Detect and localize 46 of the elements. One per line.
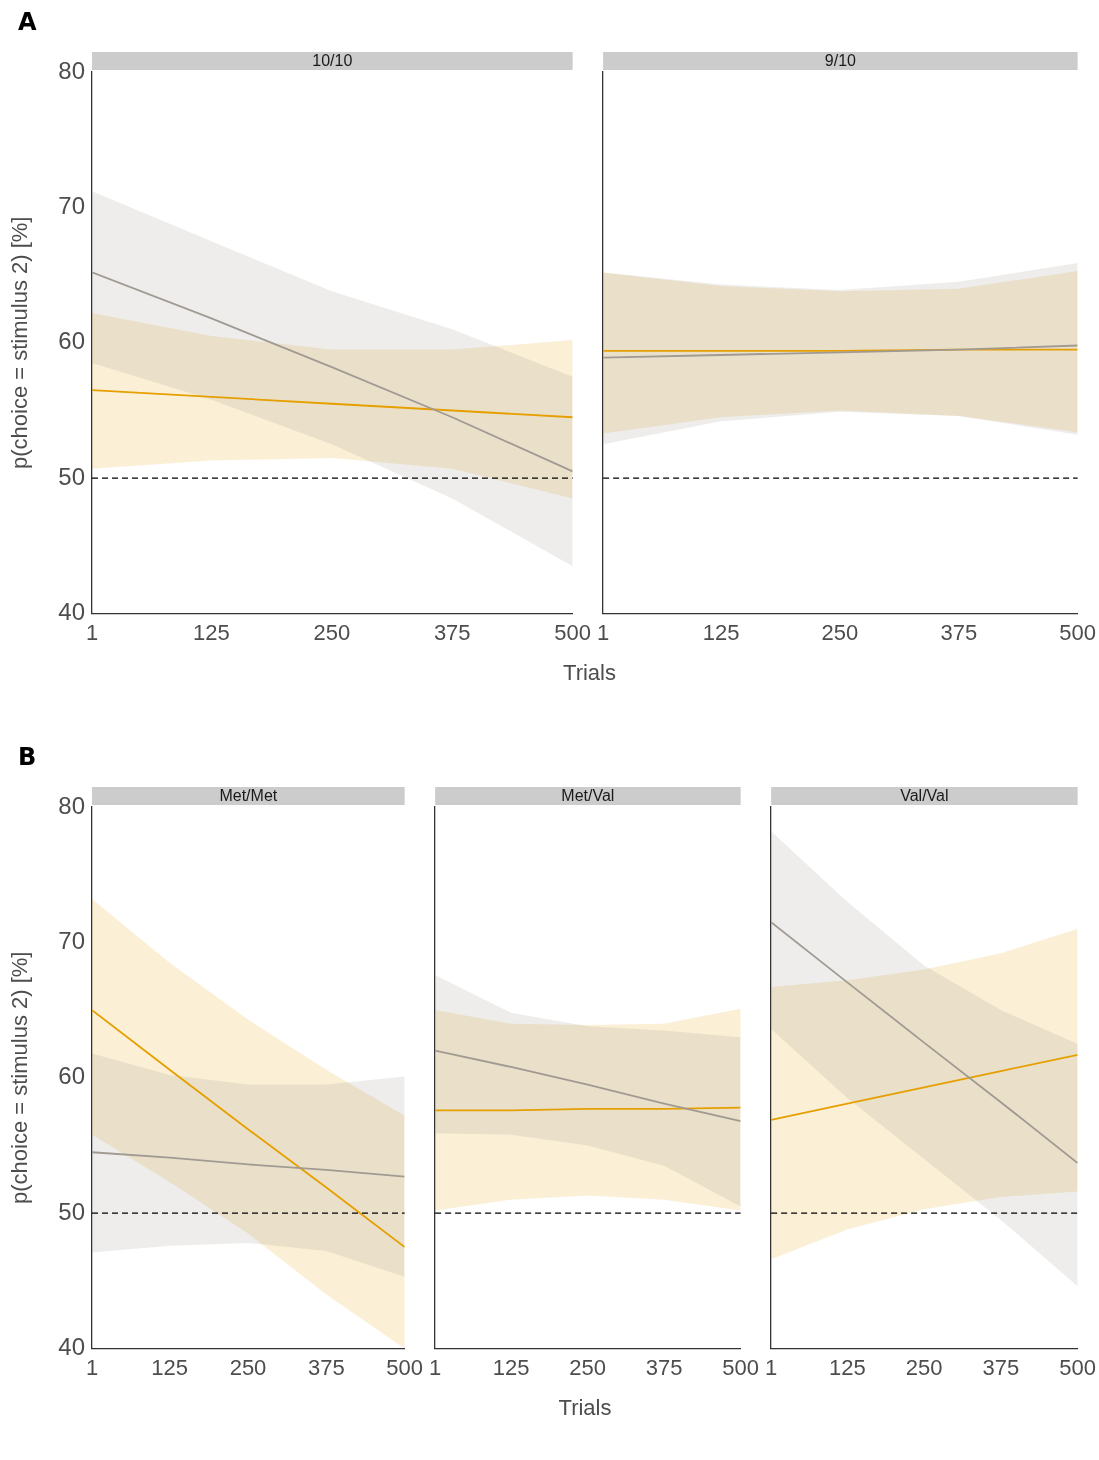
- x-tick-label: 375: [982, 1354, 1020, 1380]
- x-axis-title: Trials: [562, 660, 617, 686]
- y-axis-title: p(choice = stimulus 2) [%]: [7, 951, 33, 1205]
- y-tick-label: 40: [58, 598, 85, 626]
- x-tick-label: 125: [151, 1354, 189, 1380]
- y-tick-label: 80: [58, 56, 85, 84]
- x-tick-label: 250: [821, 619, 859, 645]
- x-tick-label: 125: [828, 1354, 866, 1380]
- y-tick-label: 60: [58, 1062, 85, 1090]
- chart-title: Met/Val: [561, 787, 615, 805]
- x-tick-label: 1: [85, 1354, 99, 1380]
- y-axis-title: p(choice = stimulus 2) [%]: [7, 216, 33, 470]
- y-tick-label: 70: [58, 927, 85, 955]
- text: A: [18, 8, 37, 36]
- y-tick-label: 50: [58, 462, 85, 490]
- y-tick-label: 70: [58, 192, 85, 220]
- x-tick-label: 500: [554, 619, 592, 645]
- x-tick-label: 500: [1059, 619, 1097, 645]
- x-tick-label: 125: [702, 619, 740, 645]
- x-tick-label: 1: [596, 619, 610, 645]
- x-axis-title: Trials: [557, 1395, 613, 1421]
- chart-title: 10/10: [312, 52, 353, 70]
- x-tick-label: 375: [645, 1354, 683, 1380]
- y-tick-label: 80: [58, 791, 85, 819]
- x-tick-label: 375: [433, 619, 471, 645]
- x-tick-label: 250: [905, 1354, 943, 1380]
- chart-title: Met/Met: [219, 787, 278, 805]
- x-tick-label: 375: [307, 1354, 345, 1380]
- y-tick-label: 60: [58, 327, 85, 355]
- x-tick-label: 500: [1059, 1354, 1097, 1380]
- text: B: [18, 743, 37, 771]
- chart-title: Val/Val: [900, 787, 949, 805]
- x-tick-label: 250: [569, 1354, 606, 1380]
- y-tick-label: 50: [58, 1197, 85, 1225]
- x-tick-label: 1: [764, 1354, 778, 1380]
- chart-title: 9/10: [824, 52, 857, 70]
- x-tick-label: 125: [492, 1354, 530, 1380]
- y-tick-label: 40: [58, 1333, 85, 1361]
- x-tick-label: 500: [386, 1354, 424, 1380]
- x-tick-label: 1: [428, 1354, 442, 1380]
- x-tick-label: 1: [85, 619, 99, 645]
- x-tick-label: 375: [940, 619, 978, 645]
- x-tick-label: 125: [193, 619, 230, 645]
- x-tick-label: 500: [722, 1354, 760, 1380]
- x-tick-label: 250: [313, 619, 351, 645]
- x-tick-label: 250: [229, 1354, 267, 1380]
